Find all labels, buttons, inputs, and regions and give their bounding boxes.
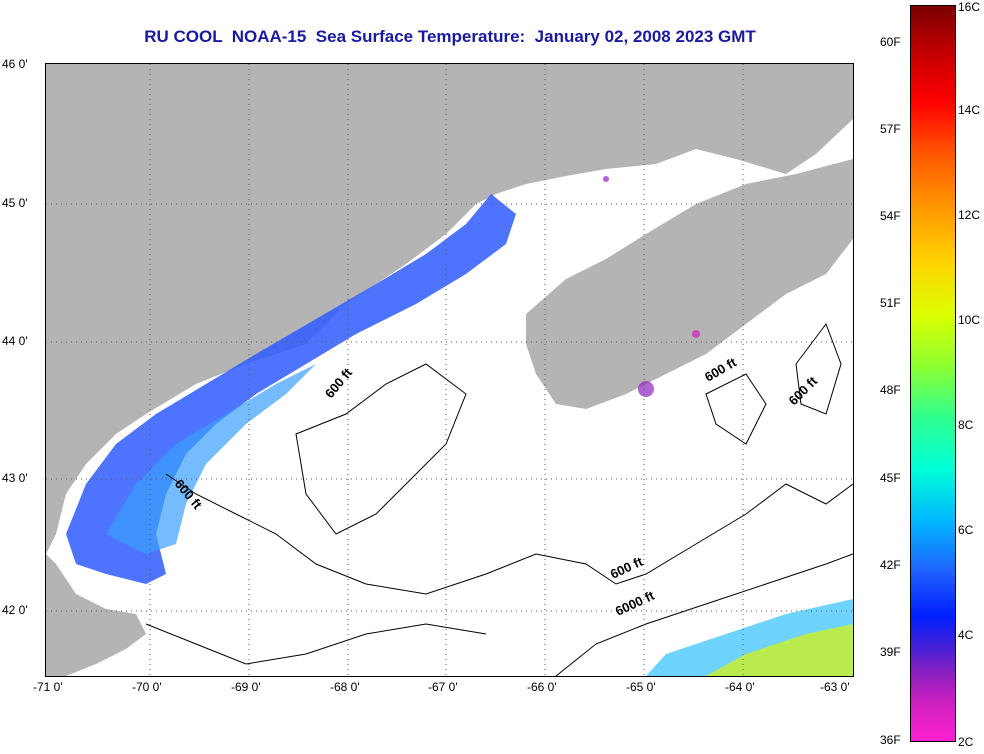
lat-label: 44 0' [2,334,28,348]
colorbar-f-label: 57F [880,122,901,136]
contour-600ft-a [165,473,853,595]
contour-label: 600 ft [786,373,821,408]
colorbar-c-label: 6C [958,523,974,537]
contour-inner [145,623,487,665]
sst-map[interactable]: 600 ft 600 ft 600 ft 600 ft 600 ft 6000 … [45,63,854,677]
map-title: RU COOL NOAA-15 Sea Surface Temperature:… [144,27,756,46]
sst-patch [692,330,700,338]
contour-6000ft [555,553,853,676]
lat-label: 46 0' [2,57,28,71]
sst-patch [638,381,654,397]
colorbar-f-label: 45F [880,471,901,485]
land-island [766,69,853,104]
land-nova-scotia [526,159,853,409]
colorbar-f-label: 36F [880,733,901,747]
lon-label: -63 0' [820,680,850,694]
sst-patch [603,176,609,182]
lon-label: -66 0' [527,680,557,694]
colorbar-f-label: 60F [880,35,901,49]
contour-600ft-d [795,322,842,415]
lon-label: -64 0' [725,680,755,694]
lon-label: -65 0' [626,680,656,694]
colorbar-c-label: 16C [958,0,981,14]
lat-label: 43 0' [2,471,28,485]
colorbar-f-label: 39F [880,645,901,659]
colorbar-c-label: 10C [958,313,981,327]
sst-coastal-band-light [106,364,316,554]
contour-600ft-c [705,373,767,445]
temperature-colorbar [910,5,956,742]
land-cape-cod [46,554,146,676]
lat-label: 42 0' [2,603,28,617]
lon-label: -71 0' [33,680,63,694]
map-svg: 600 ft 600 ft 600 ft 600 ft 600 ft 6000 … [46,64,853,676]
sst-warm-core [706,624,853,676]
contour-label: 600 ft [608,553,646,581]
colorbar-c-label: 2C [958,735,974,749]
contour-label: 600 ft [322,365,356,401]
contour-label: 6000 ft [613,587,657,618]
colorbar-c-label: 14C [958,103,981,117]
lon-label: -67 0' [428,680,458,694]
colorbar-f-label: 51F [880,296,901,310]
grid-lines [46,64,853,676]
contour-600ft-b [295,363,467,535]
colorbar-c-label: 8C [958,418,974,432]
land-maine [46,64,853,554]
colorbar-c-label: 4C [958,628,974,642]
sst-coastal-band [66,194,516,584]
colorbar-c-label: 12C [958,208,981,222]
lon-label: -69 0' [231,680,261,694]
colorbar-f-label: 54F [880,209,901,223]
lon-label: -68 0' [330,680,360,694]
lon-label: -70 0' [132,680,162,694]
colorbar-f-label: 42F [880,558,901,572]
lat-label: 45 0' [2,196,28,210]
colorbar-f-label: 48F [880,383,901,397]
